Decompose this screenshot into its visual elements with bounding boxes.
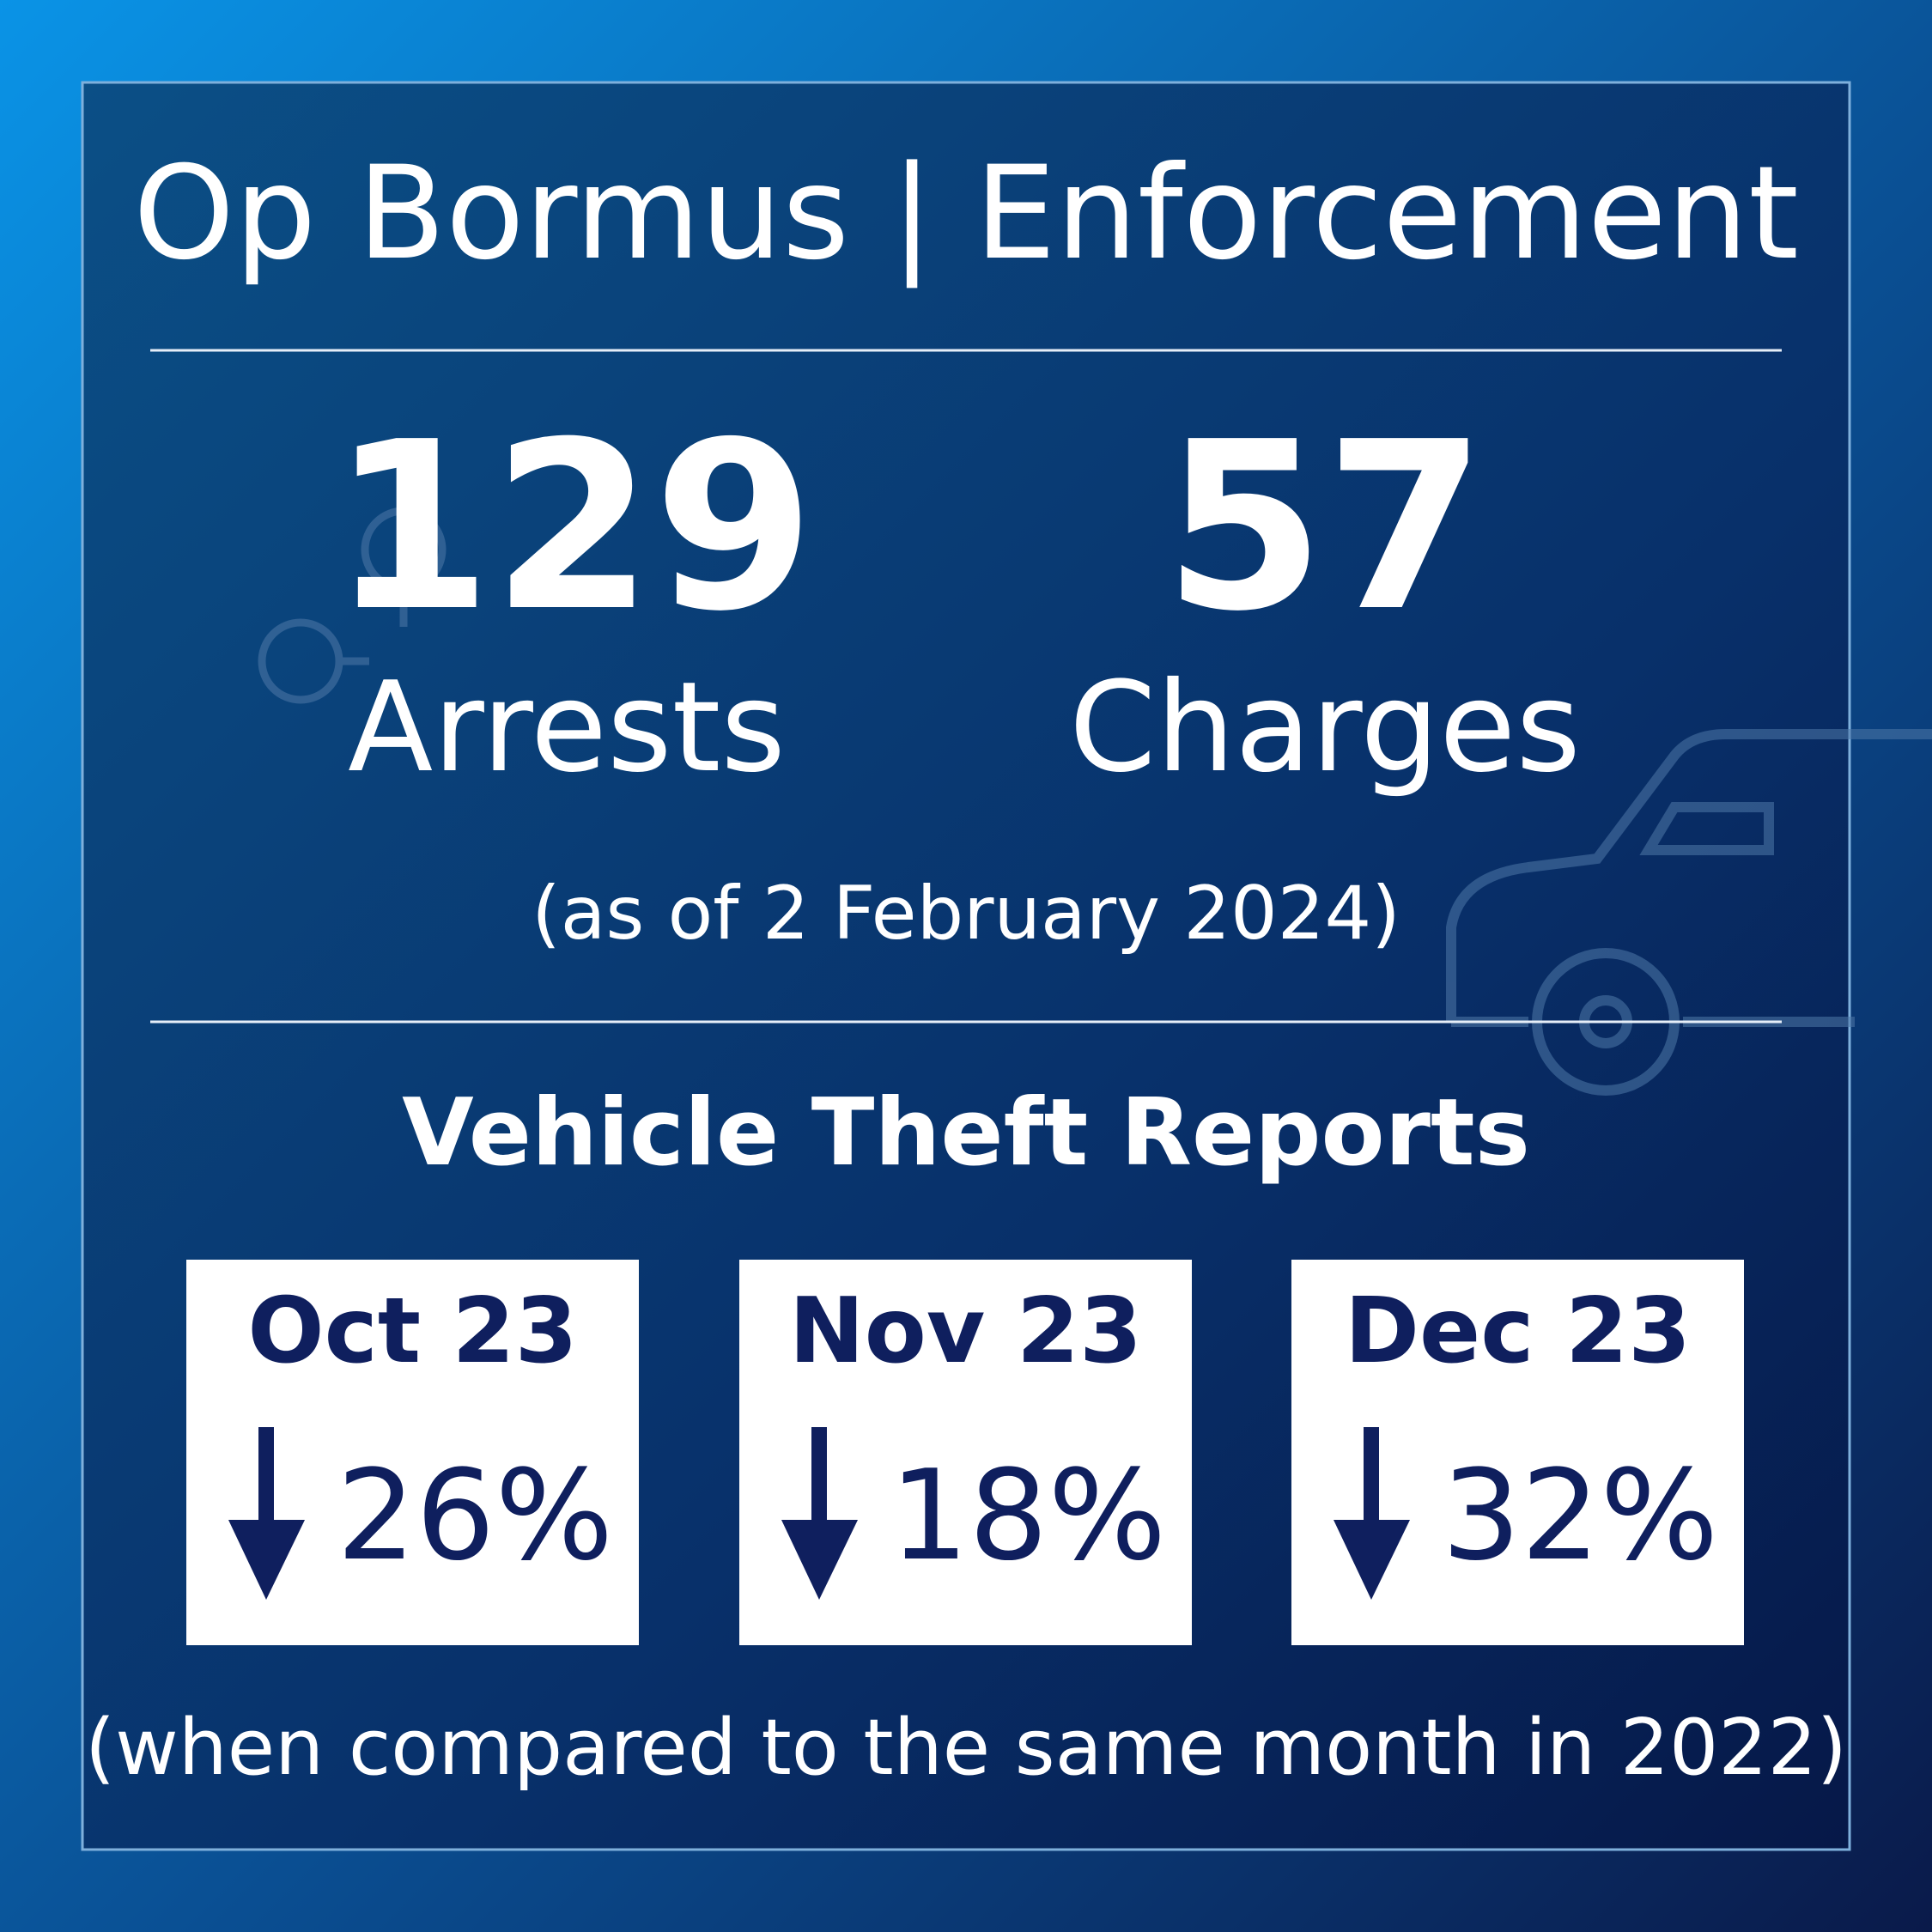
cards: Oct 23 26% Nov 23 18% Dec 23 32%: [186, 1260, 1744, 1645]
card-month: Oct 23: [247, 1279, 577, 1383]
section-note: (when compared to the same month in 2022…: [85, 1703, 1847, 1793]
card-change: 18%: [890, 1443, 1166, 1589]
card-change: 32%: [1442, 1443, 1718, 1589]
stat-value: 57: [1163, 392, 1486, 662]
stat-value: 129: [331, 392, 815, 662]
card: Oct 23 26%: [186, 1260, 639, 1645]
section-title: Vehicle Theft Reports: [402, 1079, 1530, 1187]
card-change: 26%: [337, 1443, 613, 1589]
stats-note: (as of 2 February 2024): [532, 871, 1400, 957]
arrow-shaft: [258, 1427, 274, 1530]
arrow-shaft: [811, 1427, 827, 1530]
card-month: Dec 23: [1345, 1279, 1691, 1383]
card-month: Nov 23: [789, 1279, 1142, 1383]
arrow-shaft: [1364, 1427, 1379, 1530]
arrow-head: [228, 1520, 305, 1600]
stat-label: Arrests: [348, 655, 786, 800]
title: Op Bormus | Enforcement: [133, 139, 1799, 289]
card: Nov 23 18%: [739, 1260, 1192, 1645]
arrow-head: [781, 1520, 858, 1600]
stat-label: Charges: [1069, 655, 1581, 800]
arrow-head: [1334, 1520, 1410, 1600]
card: Dec 23 32%: [1291, 1260, 1744, 1645]
handcuff-icon: [258, 507, 447, 704]
